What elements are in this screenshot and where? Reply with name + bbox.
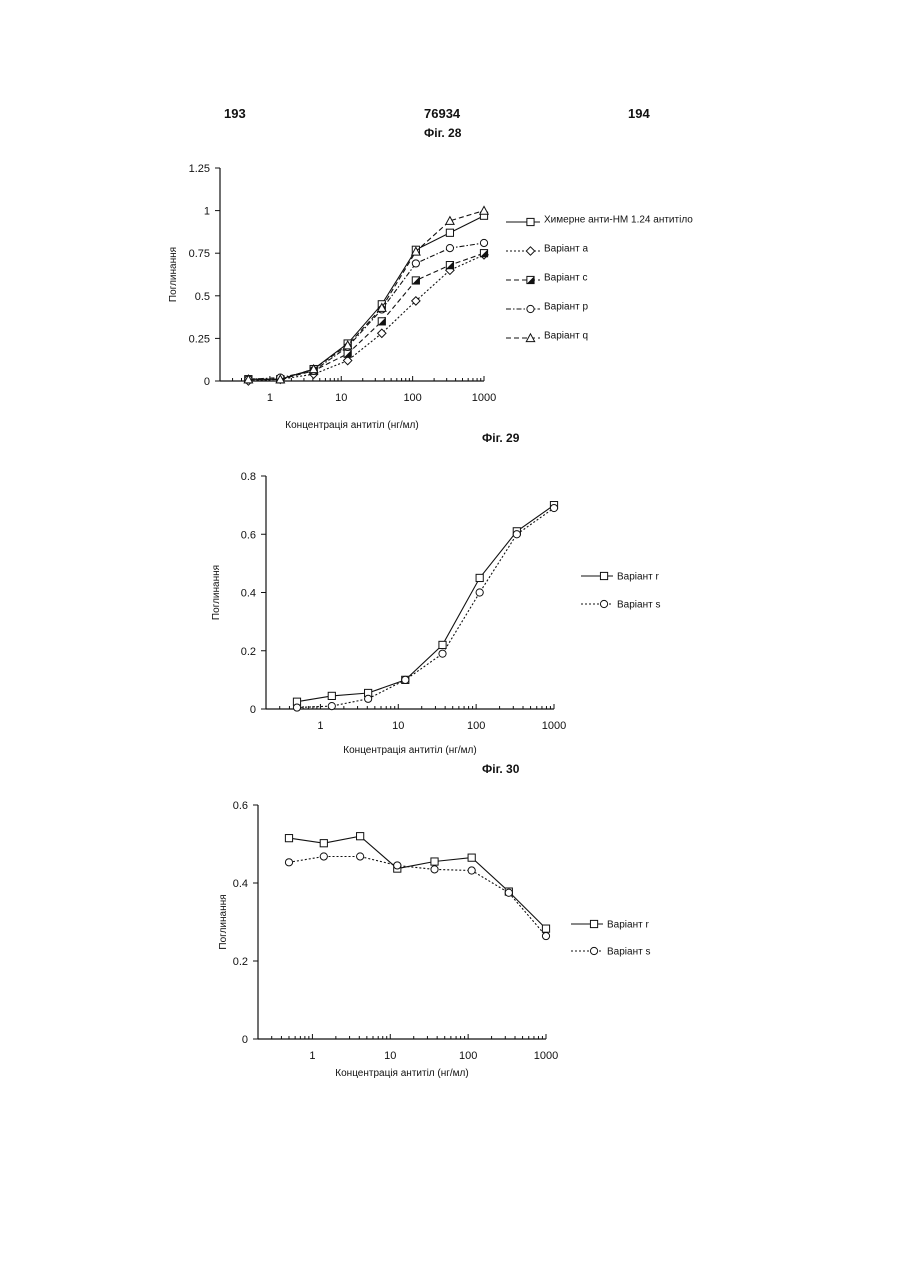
x-tick-label: 10 [384, 1050, 396, 1062]
data-point [394, 862, 401, 869]
chart-fig-30: 0 0.2 0.4 0.6 1 10 100 1000 Концентрація антитіл… [0, 0, 901, 1100]
y-tick-label: 0.2 [233, 956, 248, 968]
x-tick-label: 1 [309, 1050, 315, 1062]
data-point [285, 859, 292, 866]
data-point [505, 889, 512, 896]
legend-label: Варіант r [607, 920, 649, 931]
series-2 [285, 853, 549, 940]
data-point [431, 858, 438, 865]
y-tick-label: 0.4 [233, 878, 248, 890]
series-1 [285, 833, 549, 933]
x-tick-label: 100 [459, 1050, 477, 1062]
data-point [431, 866, 438, 873]
series-line [289, 836, 546, 928]
x-axis-label: Концентрація антитіл (нг/мл) [335, 1068, 468, 1079]
data-point [285, 835, 292, 842]
data-point [542, 932, 549, 939]
data-point [357, 833, 364, 840]
legend-label: Варіант s [607, 947, 650, 958]
data-point [320, 840, 327, 847]
data-point [468, 867, 475, 874]
data-point [320, 853, 327, 860]
y-axis-label: Поглинання [218, 894, 229, 949]
legend-entry: Варіант r [571, 920, 649, 931]
x-tick-label: 1000 [534, 1050, 558, 1062]
legend-entry: Варіант s [571, 947, 650, 958]
legend-marker [590, 920, 597, 927]
data-point [542, 925, 549, 932]
axes: 0 0.2 0.4 0.6 1 10 100 1000 [233, 800, 559, 1062]
y-tick-label: 0.6 [233, 800, 248, 812]
y-tick-label: 0 [242, 1034, 248, 1046]
legend-marker [590, 947, 597, 954]
data-point [357, 853, 364, 860]
data-point [468, 854, 475, 861]
